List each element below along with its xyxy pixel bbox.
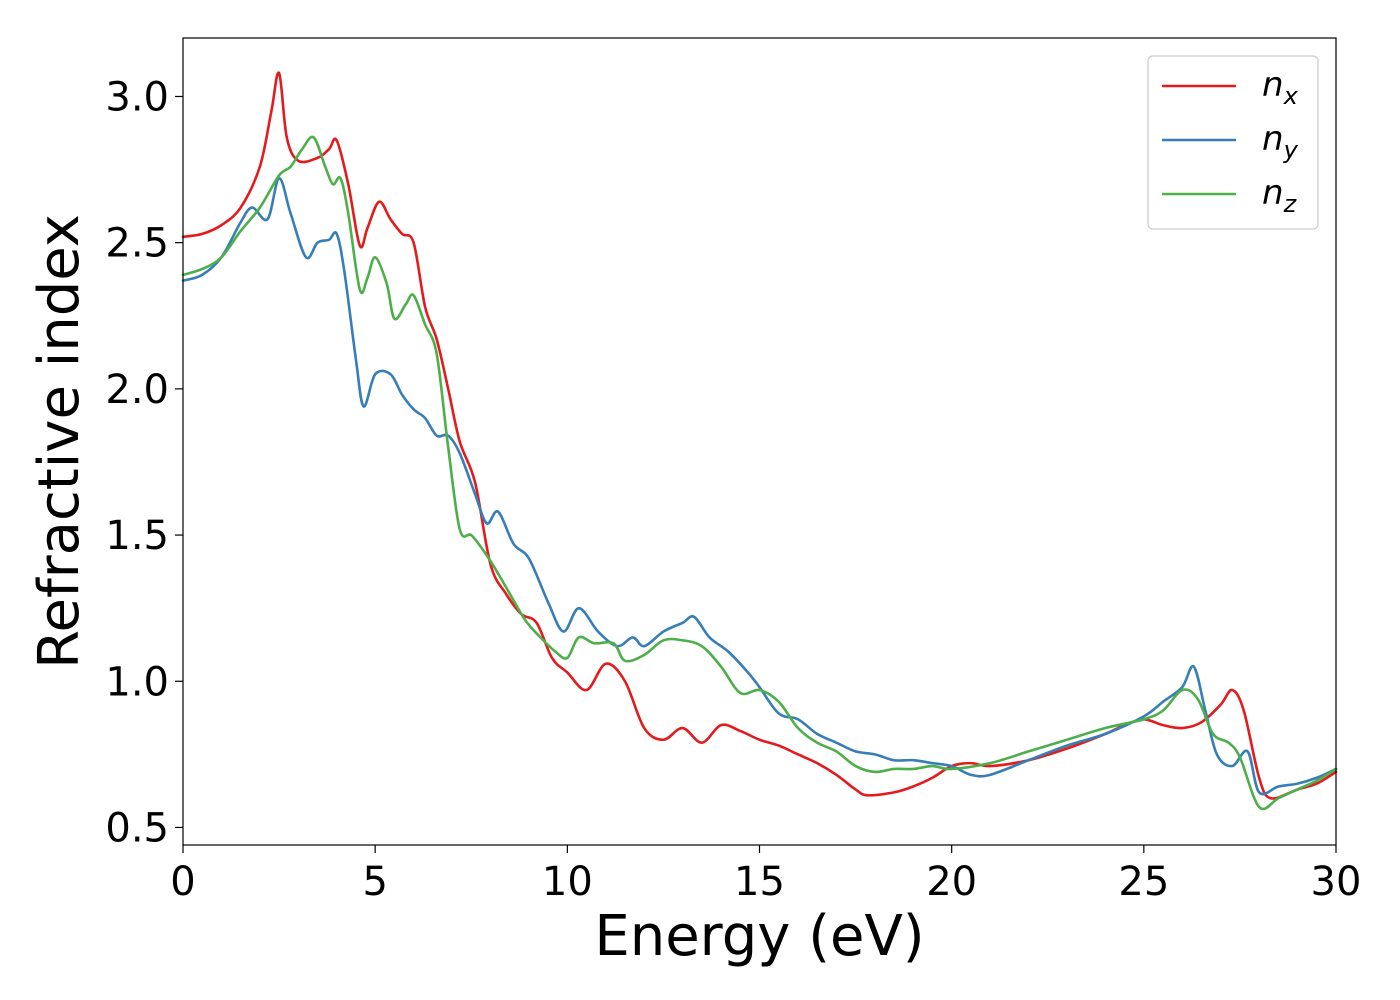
x-axis: 0 5 10 15 20 25 30 <box>170 845 1361 905</box>
x-tick-label: 15 <box>734 859 785 905</box>
series-line-z <box>181 135 1338 811</box>
x-tick-label: 30 <box>1311 859 1362 905</box>
legend-label-y: ny <box>1262 119 1299 164</box>
y-axis-label: Refractive index <box>27 214 92 669</box>
x-tick-label: 0 <box>170 859 195 905</box>
x-tick-label: 25 <box>1118 859 1169 905</box>
y-tick-label: 1.5 <box>105 513 169 559</box>
x-tick-label: 10 <box>542 859 593 905</box>
series-line-y <box>181 177 1338 796</box>
y-tick-label: 0.5 <box>105 805 169 851</box>
legend-label-z: nz <box>1262 173 1298 218</box>
x-tick-label: 20 <box>926 859 977 905</box>
legend-box <box>1147 55 1319 230</box>
y-tick-label: 3.0 <box>105 74 169 120</box>
legend: nx ny nz <box>1147 55 1319 230</box>
series-layer <box>181 71 1338 811</box>
y-tick-label: 1.0 <box>105 659 169 705</box>
y-tick-label: 2.0 <box>105 367 169 413</box>
x-axis-label: Energy (eV) <box>594 904 924 969</box>
y-tick-label: 2.5 <box>105 221 169 267</box>
x-tick-label: 5 <box>362 859 387 905</box>
legend-label-x: nx <box>1262 65 1299 110</box>
y-axis: 0.5 1.0 1.5 2.0 2.5 3.0 <box>105 74 183 851</box>
